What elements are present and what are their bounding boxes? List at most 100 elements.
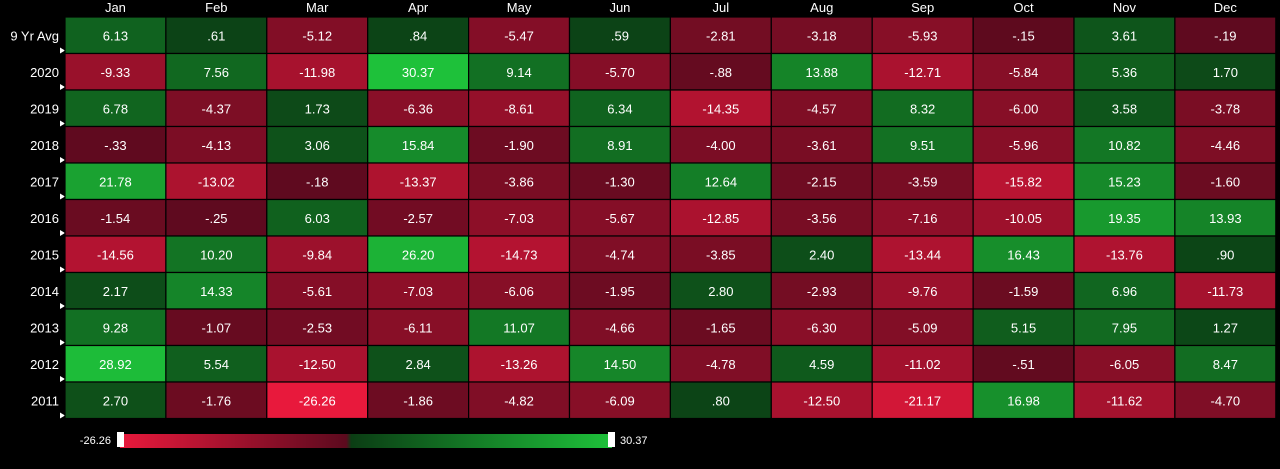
cell-value: -1.86	[403, 393, 433, 408]
heatmap-cell	[64, 16, 167, 55]
cell-value: -15.82	[1005, 174, 1042, 189]
cell-value: -1.90	[504, 138, 534, 153]
row-label: 2012	[30, 357, 59, 372]
heatmap-cell	[468, 344, 571, 383]
cell-value: -4.82	[504, 393, 534, 408]
heatmap-cell	[165, 235, 268, 274]
column-header-aug: Aug	[810, 0, 833, 15]
cell-value: -4.78	[706, 357, 736, 372]
cell-value: .80	[712, 393, 730, 408]
row-label: 2020	[30, 65, 59, 80]
cell-value: -6.36	[403, 101, 433, 116]
heatmap-cell	[1174, 235, 1277, 274]
heatmap-cell	[669, 125, 772, 164]
row-label: 9 Yr Avg	[10, 28, 59, 43]
heatmap-cell	[1073, 16, 1176, 55]
heatmap-cell	[64, 381, 167, 420]
heatmap-cell	[367, 52, 470, 91]
cell-value: -5.70	[605, 65, 635, 80]
cell-value: -5.12	[302, 28, 332, 43]
heatmap-cell	[972, 125, 1075, 164]
cell-value: -.88	[710, 65, 732, 80]
scale-min-handle[interactable]	[117, 432, 124, 447]
cell-value: 19.35	[1108, 211, 1141, 226]
color-scale-legend: -26.26 30.37	[80, 432, 648, 448]
cell-value: -1.95	[605, 284, 635, 299]
cell-value: 8.47	[1213, 357, 1238, 372]
heatmap-cell	[770, 52, 873, 91]
cell-value: -11.98	[299, 65, 335, 80]
heatmap-cell	[468, 52, 571, 91]
column-header-dec: Dec	[1214, 0, 1238, 15]
cell-value: -4.13	[202, 138, 232, 153]
heatmap-cell	[972, 308, 1075, 347]
cell-value: -12.85	[702, 211, 739, 226]
cell-value: -13.44	[904, 247, 941, 262]
cell-value: -13.02	[198, 174, 235, 189]
cell-value: -3.59	[908, 174, 938, 189]
heatmap-cell	[1073, 162, 1176, 201]
column-header-jan: Jan	[105, 0, 126, 15]
heatmap-cell	[165, 271, 268, 310]
heatmap-cell	[468, 198, 571, 237]
heatmap-cell	[165, 198, 268, 237]
cell-value: -5.61	[302, 284, 332, 299]
heatmap-cell	[165, 89, 268, 128]
cell-value: 14.50	[604, 357, 637, 372]
cell-value: 5.54	[204, 357, 229, 372]
cell-value: 30.37	[402, 65, 435, 80]
cell-value: 15.23	[1108, 174, 1141, 189]
cell-value: -3.56	[807, 211, 837, 226]
cell-value: -3.86	[504, 174, 534, 189]
cell-value: -6.06	[504, 284, 534, 299]
row-marker	[60, 47, 65, 54]
heatmap-cell	[568, 235, 672, 274]
cell-value: -5.93	[908, 28, 938, 43]
heatmap-cell	[468, 235, 571, 274]
cell-value: 6.78	[103, 101, 128, 116]
cell-value: 16.98	[1007, 393, 1040, 408]
column-header-jul: Jul	[713, 0, 730, 15]
heatmap-cell	[972, 344, 1075, 383]
heatmap-cell	[871, 381, 974, 420]
cell-value: 5.36	[1112, 65, 1137, 80]
heatmap-cell	[1073, 308, 1176, 347]
heatmap-cell	[468, 125, 571, 164]
heatmap-cell	[669, 344, 772, 383]
heatmap-cell	[165, 162, 268, 201]
cell-value: -4.46	[1211, 138, 1241, 153]
heatmap-cell	[669, 381, 772, 420]
scale-max-handle[interactable]	[608, 432, 615, 447]
cell-value: 2.84	[405, 357, 430, 372]
cell-value: -6.05	[1110, 357, 1140, 372]
row-label: 2017	[30, 174, 59, 189]
cell-value: -14.56	[97, 247, 134, 262]
scale-min-label: -26.26	[80, 435, 111, 447]
cell-value: 1.70	[1213, 65, 1238, 80]
cell-value: -.25	[205, 211, 227, 226]
row-marker	[60, 157, 65, 163]
cell-value: -4.37	[202, 101, 232, 116]
scale-max-label: 30.37	[620, 435, 648, 447]
cell-value: -4.70	[1211, 393, 1241, 408]
heatmap-cell	[367, 271, 470, 310]
cell-value: 7.95	[1112, 320, 1137, 335]
heatmap-cell	[64, 271, 167, 310]
cell-value: 6.34	[607, 101, 632, 116]
heatmap-cell	[266, 16, 369, 55]
cell-value: 21.78	[99, 174, 132, 189]
row-marker	[60, 339, 65, 346]
cell-value: .90	[1216, 247, 1234, 262]
cell-value: 7.56	[204, 65, 229, 80]
cell-value: -1.60	[1211, 174, 1241, 189]
heatmap-cell	[871, 16, 974, 55]
heatmap-cells: 6.13 .61 -5.12 .84 -5.47 .59 -2.81 -3.18 -5.93 -.…	[64, 16, 1277, 420]
cell-value: 1.27	[1213, 320, 1238, 335]
heatmap-cell	[871, 125, 974, 164]
cell-value: -2.81	[706, 28, 736, 43]
row-label: 2019	[30, 101, 59, 116]
cell-value: -1.30	[605, 174, 635, 189]
heatmap-cell	[568, 162, 672, 201]
cell-value: -6.30	[807, 320, 837, 335]
